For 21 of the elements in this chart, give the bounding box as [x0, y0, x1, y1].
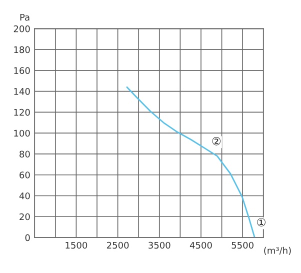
y-tick-label: 180: [14, 46, 30, 54]
x-tick-label: 4500: [190, 242, 212, 249]
y-tick-label: 140: [14, 88, 30, 95]
y-tick-label: 60: [20, 172, 30, 178]
y-tick-label: 80: [20, 150, 30, 158]
annotation: ①: [257, 218, 266, 226]
x-axis-title: (m³/h): [264, 246, 291, 255]
x-tick-label: 5500: [232, 242, 254, 249]
x-tick-label: 2500: [106, 242, 129, 249]
y-tick-label: 120: [14, 108, 30, 116]
y-axis-title: Pa: [20, 14, 30, 21]
y-tick-label: 40: [19, 192, 30, 200]
x-tick-label: 3500: [148, 242, 170, 249]
y-tick-label: 160: [14, 67, 30, 74]
y-tick-label: 100: [14, 130, 30, 137]
x-tick-label: 1500: [66, 242, 88, 249]
y-tick-label: 20: [20, 213, 30, 220]
annotation: ②: [212, 137, 221, 146]
line-series: [126, 86, 256, 238]
y-tick-label: 200: [14, 25, 30, 32]
y-tick-label: 0: [25, 234, 30, 242]
